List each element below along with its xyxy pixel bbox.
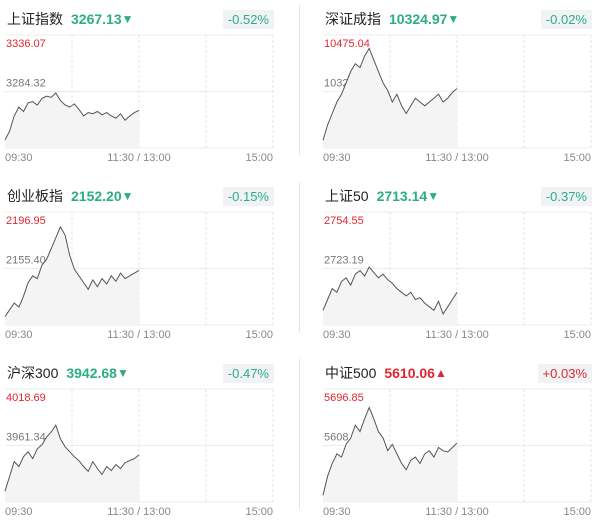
x-tick-label: 11:30 / 13:00 — [107, 152, 170, 164]
y-tick-label: 5696.85 — [324, 392, 364, 404]
y-tick-label: 2196.95 — [6, 215, 46, 227]
index-panel: 沪深3003942.68▼-0.47%3903.993961.344018.69… — [0, 354, 282, 531]
panel-header: 上证50 2713.14 ▼ -0.37% — [325, 185, 592, 207]
index-price: 3267.13 — [71, 11, 122, 27]
x-tick-label: 09:30 — [5, 506, 33, 518]
price-line — [322, 406, 458, 496]
index-price: 3942.68 — [66, 365, 117, 381]
x-tick-label: 09:30 — [5, 152, 33, 164]
price-line — [4, 423, 140, 492]
index-panel: 创业板指2152.20▼-0.15%2113.852155.402196.950… — [0, 177, 282, 354]
index-price: 5610.06 — [384, 365, 435, 381]
index-panel: 深证成指10324.97▼-0.02%10179.7610327.4010475… — [318, 0, 600, 177]
index-name: 上证50 — [325, 188, 369, 204]
index-panel: 上证502713.14▼-0.37%2691.822723.192754.550… — [318, 177, 600, 354]
separator — [299, 359, 300, 509]
x-tick-label: 15:00 — [563, 152, 591, 164]
x-tick-label: 15:00 — [563, 506, 591, 518]
price-line — [322, 47, 458, 141]
index-panel: 上证指数3267.13▼-0.52%3232.583284.323336.070… — [0, 0, 282, 177]
price-area — [5, 92, 139, 148]
y-tick-label: 2155.40 — [6, 254, 46, 266]
y-tick-label: 2754.55 — [324, 215, 364, 227]
x-tick-label: 15:00 — [245, 506, 273, 518]
index-name: 上证指数 — [7, 11, 63, 27]
index-price: 2152.20 — [71, 188, 122, 204]
index-panel: 中证5005610.06▲+0.03%5519.455608.155696.85… — [318, 354, 600, 531]
x-tick-label: 11:30 / 13:00 — [425, 506, 488, 518]
x-tick-label: 09:30 — [5, 329, 33, 341]
y-tick-label: 4018.69 — [6, 392, 46, 404]
price-area — [5, 425, 139, 502]
y-tick-label: 3961.34 — [6, 431, 46, 443]
panel-header: 中证500 5610.06 ▲ +0.03% — [325, 362, 592, 384]
x-tick-label: 09:30 — [323, 506, 351, 518]
x-tick-label: 15:00 — [245, 152, 273, 164]
x-tick-label: 11:30 / 13:00 — [425, 329, 488, 341]
price-area — [323, 48, 457, 148]
change-badge: -0.02% — [540, 9, 592, 29]
panel-header: 创业板指 2152.20 ▼ -0.15% — [7, 185, 274, 207]
y-tick-label: 3284.32 — [6, 77, 46, 89]
price-line — [4, 225, 140, 317]
trend-arrow: ▲ — [434, 366, 447, 380]
change-badge: -0.47% — [222, 363, 274, 383]
index-price: 2713.14 — [376, 188, 428, 204]
separator — [299, 5, 300, 155]
change-badge: +0.03% — [537, 363, 592, 383]
index-name: 深证成指 — [325, 11, 381, 27]
trend-arrow: ▼ — [447, 12, 460, 26]
panel-header: 沪深300 3942.68 ▼ -0.47% — [7, 362, 274, 384]
change-badge: -0.37% — [540, 186, 592, 206]
panel-header: 上证指数 3267.13 ▼ -0.52% — [7, 8, 274, 30]
y-tick-label: 2723.19 — [324, 254, 364, 266]
price-line — [322, 266, 458, 316]
price-area — [5, 226, 139, 325]
x-tick-label: 15:00 — [563, 329, 591, 341]
change-badge: -0.15% — [222, 186, 274, 206]
index-price: 10324.97 — [389, 11, 448, 27]
price-line — [4, 92, 140, 141]
index-name: 创业板指 — [7, 188, 63, 204]
x-tick-label: 11:30 / 13:00 — [107, 506, 170, 518]
y-tick-label: 3336.07 — [6, 38, 46, 50]
x-tick-label: 11:30 / 13:00 — [107, 329, 170, 341]
index-name: 中证500 — [325, 365, 377, 381]
panel-header: 深证成指 10324.97 ▼ -0.02% — [325, 8, 592, 30]
trend-arrow: ▼ — [427, 189, 440, 203]
x-tick-label: 15:00 — [245, 329, 273, 341]
change-badge: -0.52% — [222, 9, 274, 29]
trend-arrow: ▼ — [116, 366, 129, 380]
trend-arrow: ▼ — [121, 189, 134, 203]
separator — [299, 182, 300, 332]
y-tick-label: 10475.04 — [324, 38, 370, 50]
price-area — [323, 267, 457, 325]
index-name: 沪深300 — [7, 365, 59, 381]
x-tick-label: 11:30 / 13:00 — [425, 152, 488, 164]
x-tick-label: 09:30 — [323, 152, 351, 164]
price-area — [323, 407, 457, 502]
trend-arrow: ▼ — [121, 12, 134, 26]
x-tick-label: 09:30 — [323, 329, 351, 341]
